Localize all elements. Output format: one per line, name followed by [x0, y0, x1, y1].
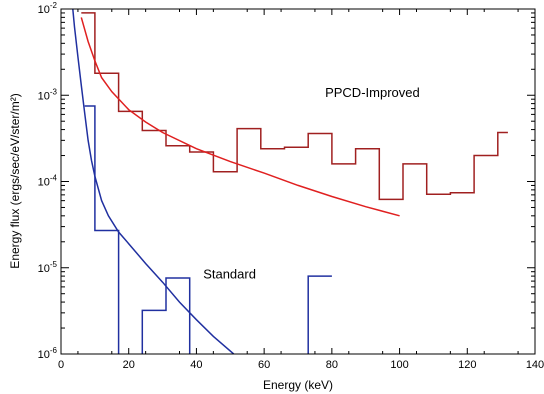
fit-curve-series-3	[72, 9, 235, 354]
y-tick-label: 10-4	[38, 174, 58, 189]
y-tick-label: 10-6	[38, 346, 58, 361]
annotation-label: Standard	[203, 267, 256, 282]
x-tick-label: 100	[390, 359, 408, 371]
y-tick-base: 10	[38, 263, 50, 275]
x-tick-label: 60	[258, 359, 270, 371]
x-tick-label: 80	[326, 359, 338, 371]
histogram-series-2	[84, 105, 332, 354]
y-tick-base: 10	[38, 90, 50, 102]
y-tick-exponent: -5	[50, 260, 58, 269]
y-tick-exponent: -6	[50, 346, 58, 355]
y-tick-label: 10-3	[38, 87, 58, 102]
annotation-label: PPCD-Improved	[325, 85, 420, 100]
y-tick-base: 10	[38, 349, 50, 361]
x-axis-title: Energy (keV)	[263, 378, 333, 392]
x-axis-ticks: 0 20 40 60 80 100 120 140	[58, 9, 544, 371]
y-tick-exponent: -2	[50, 1, 58, 10]
x-tick-label: 120	[458, 359, 476, 371]
plot-frame	[60, 8, 536, 355]
x-tick-label: 0	[58, 359, 64, 371]
annotations: PPCD-Improved Standard	[203, 85, 420, 281]
x-tick-label: 40	[190, 359, 202, 371]
y-tick-exponent: -3	[50, 87, 58, 96]
x-tick-label: 20	[123, 359, 135, 371]
y-tick-exponent: -4	[50, 174, 58, 183]
x-tick-label: 140	[526, 359, 544, 371]
histogram-series-0	[81, 12, 508, 201]
y-axis-title: Energy flux (ergs/sec/eV/ster/m²)	[8, 93, 22, 268]
series-layer	[72, 9, 508, 354]
y-tick-base: 10	[38, 177, 50, 189]
y-tick-label: 10-5	[38, 260, 58, 275]
y-tick-base: 10	[38, 4, 50, 16]
fit-curve-series-1	[80, 17, 400, 217]
y-tick-label: 10-2	[38, 1, 58, 16]
